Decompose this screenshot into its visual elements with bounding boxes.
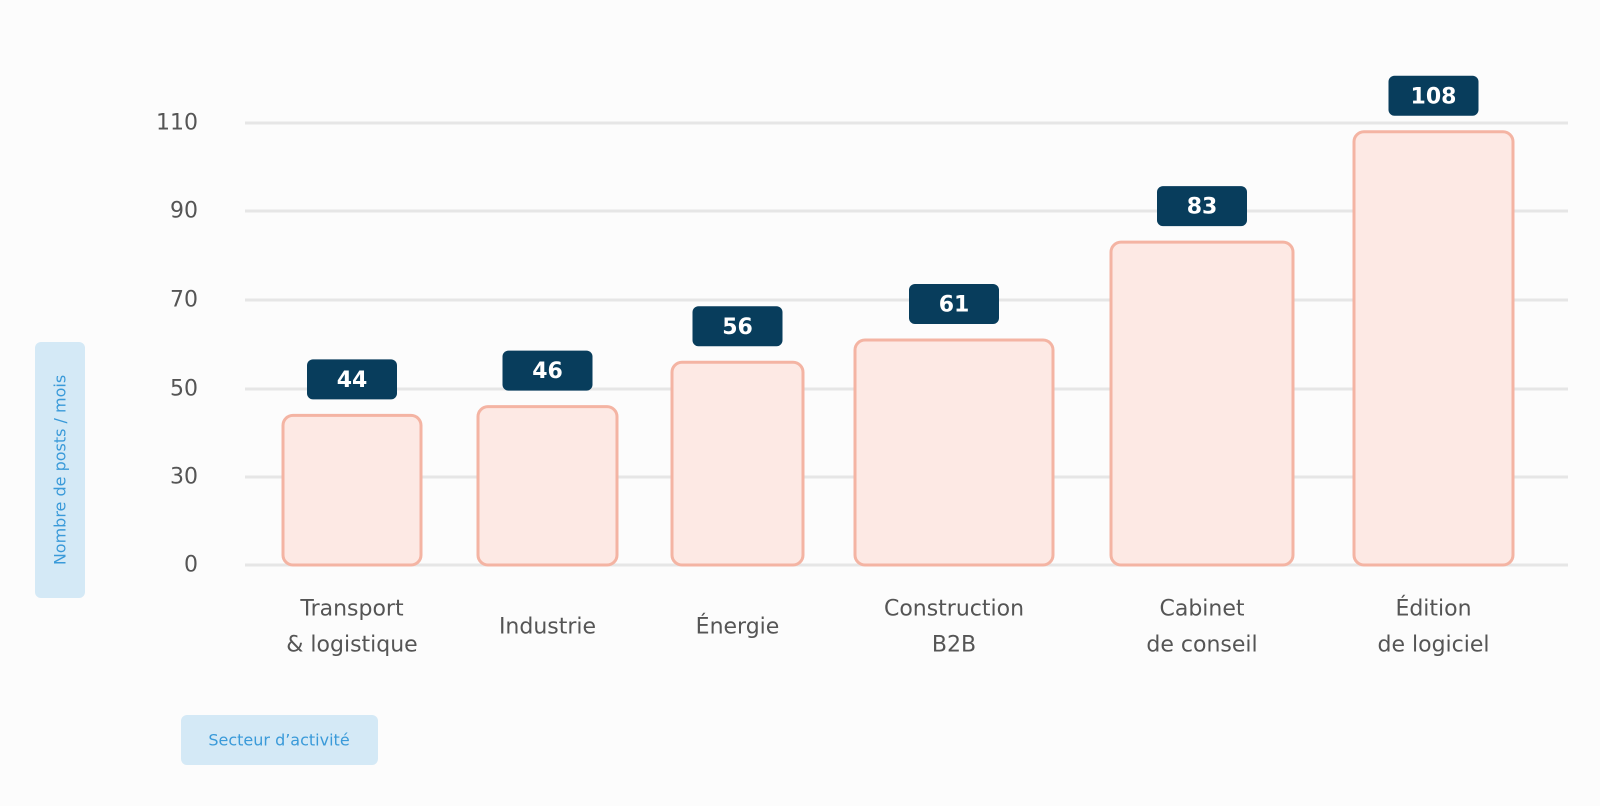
x-tick-label: Industrie [499,615,596,640]
value-label-background [1157,186,1247,227]
y-axis-ticks: 0 30 50 70 90 110 [156,111,198,578]
y-tick-label: 90 [170,199,198,224]
y-tick-label: 50 [170,377,198,402]
x-tick-label: Transport [299,597,404,622]
y-tick-label: 110 [156,111,198,136]
value-labels: 44 46 56 61 83 108 [307,75,1479,400]
bar [670,360,805,567]
value-label-badge: 61 [909,284,999,325]
value-label: 46 [532,359,563,384]
y-tick-label: 70 [170,288,198,313]
x-tick-label: B2B [932,633,976,658]
value-label-badge: 44 [307,359,397,400]
y-axis-title: Nombre de posts / mois [51,375,70,565]
value-label: 108 [1411,84,1457,109]
value-label-badge: 56 [692,306,783,347]
x-tick-label: & logistique [286,633,417,658]
value-label: 83 [1187,195,1218,220]
y-tick-label: 30 [170,465,198,490]
value-label: 61 [939,293,970,318]
x-axis-ticks: Transport & logistique Industrie Énergie Con… [286,596,1489,658]
value-label: 56 [722,315,753,340]
value-label-badge: 83 [1157,186,1247,227]
value-label: 44 [337,368,368,393]
value-label-background [692,306,783,347]
value-label-background [909,284,999,325]
x-tick-label: de conseil [1146,633,1257,658]
x-axis-title-badge: Secteur d’activité [181,715,378,765]
bar [476,405,619,567]
bars [281,130,1515,567]
bar [853,338,1055,567]
x-axis-title-background [181,715,378,765]
x-tick-label: de logiciel [1378,633,1490,658]
x-tick-label: Cabinet [1159,597,1244,622]
value-label-badge: 46 [502,350,593,391]
x-tick-label: Édition [1395,596,1471,622]
value-label-background [1388,75,1479,116]
y-axis-title-badge: Nombre de posts / mois [35,342,85,598]
value-label-badge: 108 [1388,75,1479,116]
bar [281,413,423,567]
bar [1352,130,1515,567]
x-tick-label: Construction [884,597,1024,622]
value-label-background [502,350,593,391]
y-tick-label: 0 [184,553,198,578]
x-axis-title: Secteur d’activité [208,731,349,750]
y-axis-title-background [35,342,85,598]
x-tick-label: Énergie [696,614,780,640]
value-label-background [307,359,397,400]
bar [1109,240,1295,567]
